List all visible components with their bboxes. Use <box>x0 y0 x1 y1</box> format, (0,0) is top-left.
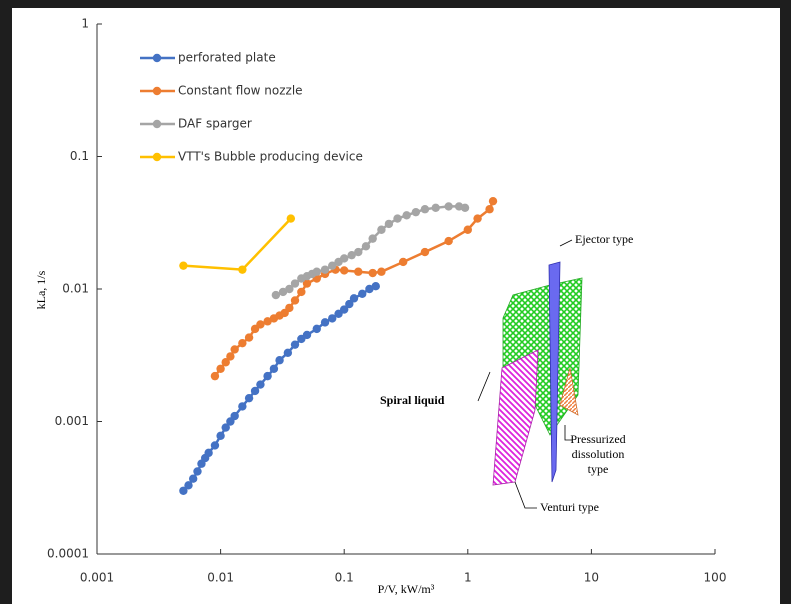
data-point <box>368 234 376 242</box>
annotation: dissolution <box>572 447 625 461</box>
data-point <box>393 214 401 222</box>
data-point <box>421 205 429 213</box>
data-point <box>412 208 420 216</box>
data-point <box>256 320 264 328</box>
data-point <box>291 296 299 304</box>
data-point <box>291 340 299 348</box>
data-point <box>444 237 452 245</box>
x-tick-label: 10 <box>584 571 599 585</box>
data-point <box>285 304 293 312</box>
data-point <box>321 265 329 273</box>
y-tick-label: 0.01 <box>62 282 89 296</box>
data-point <box>368 269 376 277</box>
data-point <box>226 352 234 360</box>
annotation: Spiral liquid <box>380 393 445 407</box>
x-tick-label: 0.01 <box>207 571 234 585</box>
data-point <box>313 325 321 333</box>
data-point <box>313 268 321 276</box>
data-point <box>272 291 280 299</box>
data-point <box>432 204 440 212</box>
data-point <box>179 261 187 269</box>
annotation: Ejector type <box>575 232 633 246</box>
y-tick-label: 0.001 <box>55 414 89 428</box>
data-point <box>354 248 362 256</box>
data-point <box>303 331 311 339</box>
data-point <box>464 226 472 234</box>
legend-label: DAF sparger <box>178 117 252 131</box>
y-tick-label: 0.0001 <box>47 547 89 561</box>
plot-background <box>12 8 780 604</box>
data-point <box>399 258 407 266</box>
data-point <box>263 372 271 380</box>
legend-label: VTT's Bubble producing device <box>178 150 363 164</box>
annotation: Venturi type <box>540 500 599 514</box>
data-point <box>321 318 329 326</box>
data-point <box>189 475 197 483</box>
x-tick-label: 100 <box>704 571 727 585</box>
data-point <box>473 214 481 222</box>
y-axis-label: kLa, 1/s <box>34 270 48 309</box>
legend-label: Constant flow nozzle <box>178 84 303 98</box>
x-tick-label: 1 <box>464 571 472 585</box>
annotation: type <box>588 462 609 476</box>
data-point <box>362 242 370 250</box>
data-point <box>444 202 452 210</box>
data-point <box>461 204 469 212</box>
data-point <box>245 394 253 402</box>
data-point <box>287 214 295 222</box>
annotation: Pressurized <box>570 432 625 446</box>
data-point <box>211 441 219 449</box>
data-point <box>377 226 385 234</box>
x-axis-label: P/V, kW/m³ <box>378 582 435 596</box>
data-point <box>350 294 358 302</box>
data-point <box>238 265 246 273</box>
legend-marker <box>153 87 161 95</box>
data-point <box>238 402 246 410</box>
data-point <box>256 380 264 388</box>
legend-marker <box>153 54 161 62</box>
data-point <box>385 220 393 228</box>
data-point <box>245 333 253 341</box>
data-point <box>211 372 219 380</box>
data-point <box>372 282 380 290</box>
data-point <box>377 268 385 276</box>
data-point <box>340 254 348 262</box>
data-point <box>251 387 259 395</box>
chart: Ejector type Spiral liquid Pressurized d… <box>0 0 791 604</box>
data-point <box>354 268 362 276</box>
data-point <box>402 211 410 219</box>
data-point <box>238 339 246 347</box>
y-tick-label: 1 <box>81 17 89 31</box>
data-point <box>489 197 497 205</box>
data-point <box>340 266 348 274</box>
data-point <box>230 345 238 353</box>
data-point <box>216 432 224 440</box>
x-tick-label: 0.001 <box>80 571 114 585</box>
legend-marker <box>153 153 161 161</box>
data-point <box>193 467 201 475</box>
data-point <box>284 349 292 357</box>
data-point <box>275 356 283 364</box>
data-point <box>297 288 305 296</box>
data-point <box>270 365 278 373</box>
data-point <box>204 449 212 457</box>
data-point <box>230 412 238 420</box>
data-point <box>358 290 366 298</box>
legend-marker <box>153 120 161 128</box>
x-tick-label: 0.1 <box>335 571 354 585</box>
legend-label: perforated plate <box>178 51 276 65</box>
data-point <box>485 205 493 213</box>
page: {"chart_data": {"type": "line", "x_label… <box>0 0 791 604</box>
data-point <box>421 248 429 256</box>
y-tick-label: 0.1 <box>70 149 89 163</box>
